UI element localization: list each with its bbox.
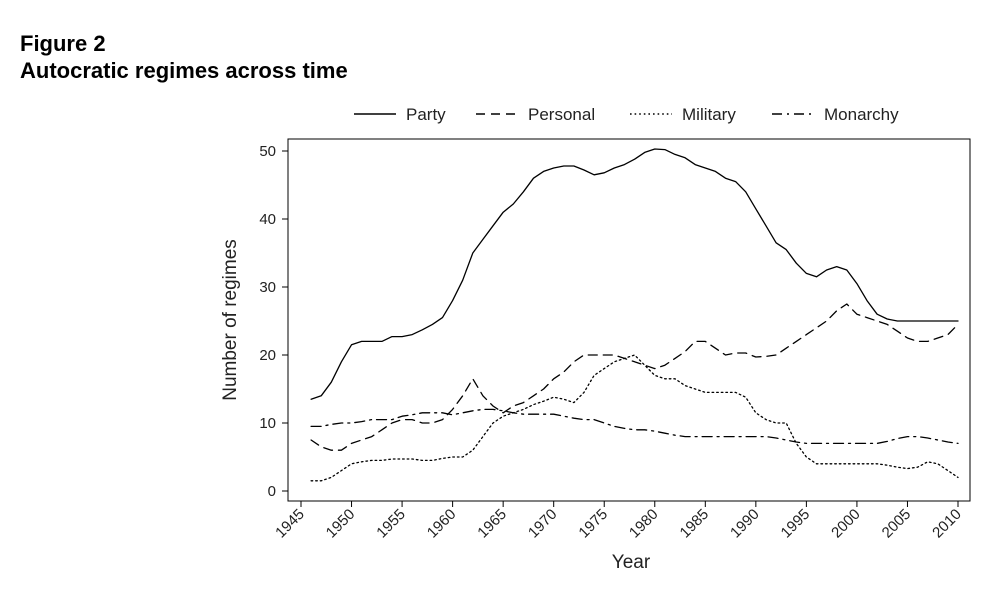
figure-heading: Figure 2 Autocratic regimes across time (20, 30, 348, 84)
x-tick-label: 1985 (677, 506, 713, 542)
y-tick-label: 40 (259, 211, 276, 228)
legend-label-personal: Personal (528, 105, 595, 124)
x-tick-label: 1945 (272, 506, 308, 542)
x-tick-label: 2000 (828, 506, 864, 542)
x-axis-title: Year (612, 552, 651, 573)
figure-label: Figure 2 (20, 31, 106, 56)
x-tick-label: 1960 (424, 506, 460, 542)
legend-label-military: Military (682, 105, 736, 124)
y-tick-label: 20 (259, 347, 276, 364)
x-tick-label: 2010 (929, 506, 965, 542)
series-line-party (310, 148, 959, 400)
y-tick-label: 50 (259, 143, 276, 160)
x-tick-label: 1965 (474, 506, 510, 542)
x-tick-label: 1955 (373, 506, 409, 542)
plot-frame (287, 138, 971, 502)
x-tick-label: 1995 (778, 506, 814, 542)
x-tick-label: 1950 (323, 506, 359, 542)
x-tick-label: 2005 (879, 506, 915, 542)
legend: Party Personal Military Monarchy (354, 105, 899, 124)
legend-label-party: Party (406, 105, 446, 124)
series-line-monarchy (310, 408, 959, 445)
y-axis-title: Number of regimes (220, 239, 241, 401)
legend-label-monarchy: Monarchy (824, 105, 899, 124)
y-tick-label: 30 (259, 279, 276, 296)
y-tick-label: 10 (259, 415, 276, 432)
x-tick-label: 1980 (626, 506, 662, 542)
x-tick-label: 1970 (525, 506, 561, 542)
series-line-personal (310, 303, 959, 451)
y-axis: 0 10 20 30 40 50 (259, 143, 288, 500)
x-axis: 1945 1950 1955 1960 1965 1970 1975 1980 1985 1990… (272, 501, 965, 541)
series-line-military (310, 354, 959, 482)
y-tick-label: 0 (268, 483, 276, 500)
series-lines (310, 148, 959, 482)
x-tick-label: 1990 (727, 506, 763, 542)
x-tick-label: 1975 (575, 506, 611, 542)
figure-caption: Autocratic regimes across time (20, 58, 348, 83)
